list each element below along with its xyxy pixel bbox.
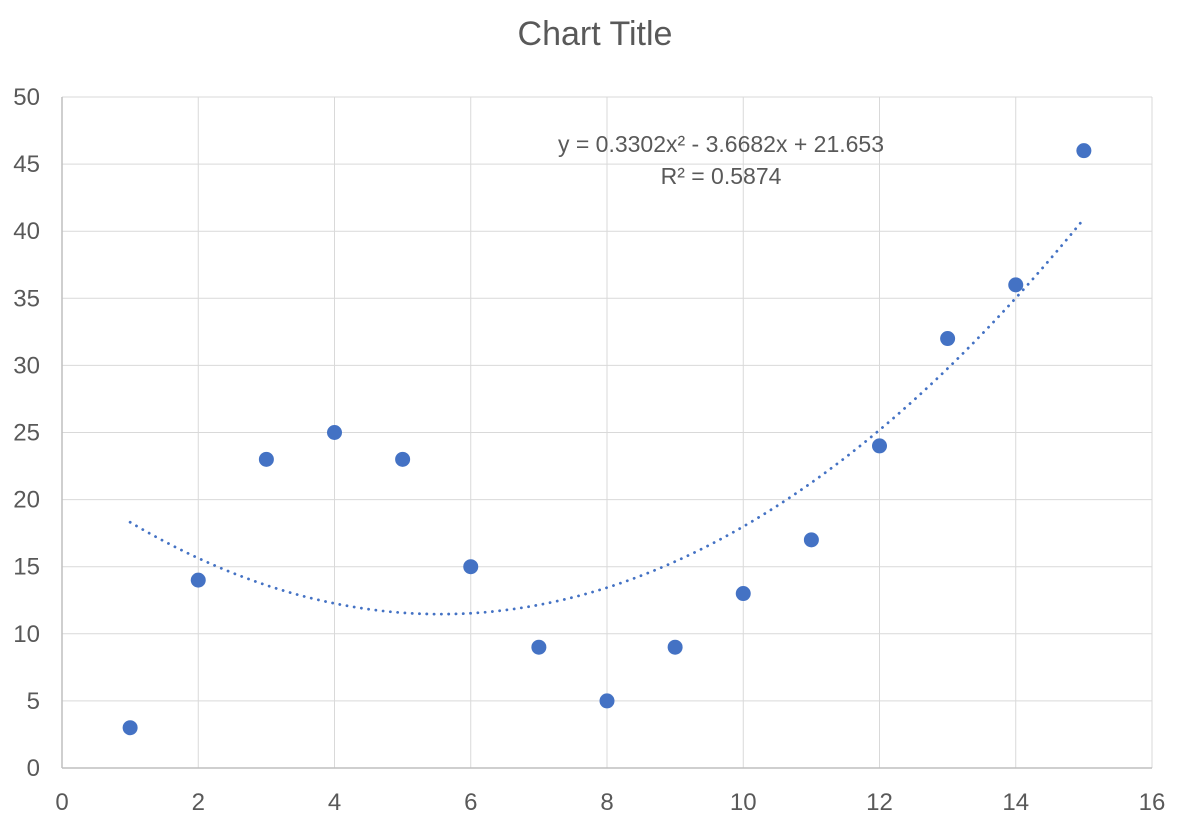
data-point[interactable] [395,451,411,467]
y-tick-label[interactable]: 45 [13,151,40,178]
y-tick-label[interactable]: 35 [13,285,40,312]
y-tick-label[interactable]: 15 [13,554,40,581]
data-point[interactable] [735,586,751,602]
x-tick-label[interactable]: 8 [600,789,613,816]
y-tick-label[interactable]: 30 [13,352,40,379]
y-tick-label[interactable]: 10 [13,621,40,648]
x-tick-label[interactable]: 2 [192,789,205,816]
x-tick-label[interactable]: 12 [866,789,893,816]
gridlines [62,96,1153,768]
data-point[interactable] [122,720,138,736]
data-point[interactable] [1076,143,1092,159]
x-tick-label[interactable]: 0 [55,789,68,816]
data-point[interactable] [1008,277,1024,293]
trendline[interactable] [128,217,1086,616]
y-tick-label[interactable]: 25 [13,420,40,447]
data-point[interactable] [258,451,274,467]
data-point[interactable] [531,639,547,655]
data-point[interactable] [803,532,819,548]
chart-title[interactable]: Chart Title [518,15,673,53]
y-tick-label[interactable]: 20 [13,487,40,514]
x-tick-label[interactable]: 4 [328,789,341,816]
x-tick-label[interactable]: 14 [1002,789,1029,816]
y-tick-label[interactable]: 50 [13,84,40,111]
axes [61,97,1152,769]
x-tick-label[interactable]: 10 [730,789,757,816]
x-tick-label[interactable]: 6 [464,789,477,816]
y-tick-label[interactable]: 5 [27,688,40,715]
axis-tick-labels: 0 5 10 15 20 25 30 35 40 45 50 0 2 4 6 8 10 12 14 16 [13,84,1165,816]
data-point[interactable] [327,425,342,440]
data-series [122,143,1092,736]
data-point[interactable] [190,572,206,588]
data-point[interactable] [463,559,479,575]
trendline-r-squared[interactable]: R² = 0.5874 [661,163,782,189]
x-tick-label[interactable]: 16 [1139,789,1166,816]
data-point[interactable] [667,639,683,655]
data-point[interactable] [599,693,615,709]
data-point[interactable] [872,438,887,454]
trendline-equation[interactable]: y = 0.3302x² - 3.6682x + 21.653 [558,131,884,157]
data-point[interactable] [940,331,956,347]
y-tick-label[interactable]: 40 [13,218,40,245]
y-tick-label[interactable]: 0 [27,755,40,782]
